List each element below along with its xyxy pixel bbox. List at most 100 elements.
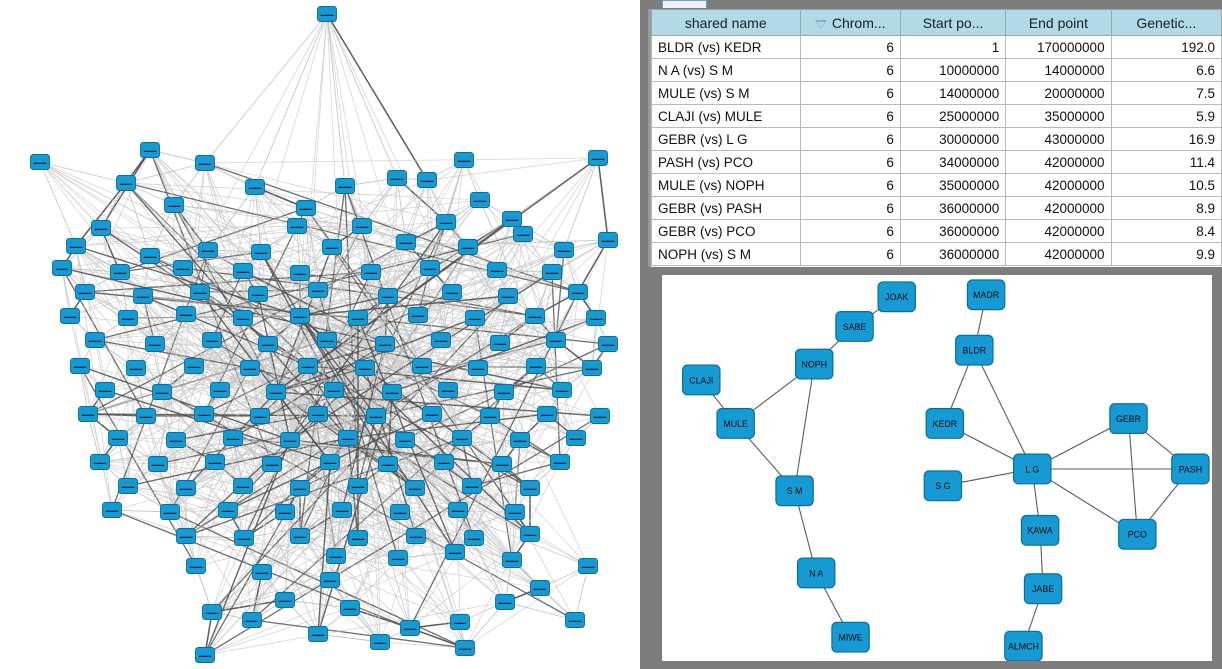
network-edge[interactable] xyxy=(185,487,301,537)
network-node[interactable]: ▬▬▬ xyxy=(290,308,310,324)
network-edge[interactable] xyxy=(157,157,599,465)
sort-descending-icon[interactable] xyxy=(814,19,827,29)
network-node[interactable]: ▬▬▬ xyxy=(565,612,585,628)
network-node[interactable]: ▬▬▬ xyxy=(352,218,372,234)
network-node[interactable]: ▬▬▬ xyxy=(258,336,278,352)
network-edge[interactable] xyxy=(299,535,399,559)
network-edge[interactable] xyxy=(75,199,481,247)
network-edge[interactable] xyxy=(299,315,601,417)
network-edge[interactable] xyxy=(204,317,359,656)
network-node[interactable]: ▬▬▬ xyxy=(348,478,368,494)
network-node[interactable]: ▬▬▬ xyxy=(348,530,368,546)
network-node[interactable]: ▬▬▬ xyxy=(554,242,574,258)
network-node[interactable]: ▬▬▬ xyxy=(266,384,286,400)
main-network-view[interactable]: ▬▬▬ ▬▬▬ ▬▬▬ ▬▬▬ ▬▬▬ ▬▬▬ ▬▬▬ ▬▬▬ ▬▬▬ ▬▬▬ ▬▬▬ ▬▬▬ ▬▬▬ ▬… xyxy=(0,0,648,669)
network-edge[interactable] xyxy=(447,339,557,391)
network-edge[interactable] xyxy=(299,295,389,317)
network-edge[interactable] xyxy=(289,199,481,441)
network-node[interactable]: ▬▬▬ xyxy=(308,626,328,642)
network-edge[interactable] xyxy=(185,365,309,537)
network-edge[interactable] xyxy=(347,271,372,439)
table-tab-handle[interactable] xyxy=(662,0,707,8)
network-node[interactable]: ▬▬▬ xyxy=(480,408,500,424)
network-node[interactable]: ▬▬▬ xyxy=(520,480,540,496)
network-edge[interactable] xyxy=(317,633,381,643)
network-node[interactable]: ▬▬▬ xyxy=(248,286,268,302)
network-node[interactable]: ▬▬▬ xyxy=(490,335,510,351)
network-edge[interactable] xyxy=(794,363,815,491)
network-node[interactable]: ▬▬▬ xyxy=(202,332,222,348)
network-edge[interactable] xyxy=(204,162,411,629)
network-node[interactable]: ▬▬▬ xyxy=(438,382,458,398)
network-node[interactable]: ▬▬▬ xyxy=(60,308,80,324)
network-edge[interactable] xyxy=(299,315,501,344)
network-node[interactable]: ▬▬▬ xyxy=(70,358,90,374)
network-edge[interactable] xyxy=(391,177,398,393)
network-node[interactable]: ▬▬▬ xyxy=(400,620,420,636)
network-edge[interactable] xyxy=(326,13,428,181)
network-node[interactable]: ▬▬▬ xyxy=(133,288,153,304)
network-node-lg[interactable]: L G xyxy=(1013,453,1052,485)
network-edge[interactable] xyxy=(79,365,119,439)
network-edge[interactable] xyxy=(299,246,469,317)
network-edge[interactable] xyxy=(284,599,351,609)
network-edge[interactable] xyxy=(307,343,386,367)
network-node-kedr[interactable]: KEDR xyxy=(925,408,965,439)
network-node[interactable]: ▬▬▬ xyxy=(184,358,204,374)
network-edge[interactable] xyxy=(211,579,331,613)
network-edge[interactable] xyxy=(173,204,476,319)
network-node[interactable]: ▬▬▬ xyxy=(308,282,328,298)
network-edge[interactable] xyxy=(426,157,599,181)
network-node[interactable]: ▬▬▬ xyxy=(140,142,160,158)
network-edge[interactable] xyxy=(175,365,309,441)
network-edge[interactable] xyxy=(307,365,433,415)
network-edge[interactable] xyxy=(375,343,386,417)
network-node[interactable]: ▬▬▬ xyxy=(118,478,138,494)
network-edge[interactable] xyxy=(504,601,576,621)
network-node[interactable]: ▬▬▬ xyxy=(205,454,225,470)
network-edge[interactable] xyxy=(305,207,359,319)
edge-table-panel[interactable]: shared name Chrom... Start po... End poi… xyxy=(648,9,1222,267)
network-node-jabe[interactable]: JABE xyxy=(1023,573,1063,605)
network-edge[interactable] xyxy=(232,437,319,635)
network-edge[interactable] xyxy=(135,295,509,369)
network-node[interactable]: ▬▬▬ xyxy=(317,332,337,348)
network-edge[interactable] xyxy=(117,437,331,463)
network-node[interactable]: ▬▬▬ xyxy=(505,504,525,520)
column-header-shared-name[interactable]: shared name xyxy=(651,9,801,36)
network-edge[interactable] xyxy=(211,509,343,613)
network-edge[interactable] xyxy=(254,13,328,188)
network-edge[interactable] xyxy=(79,365,291,441)
network-edge[interactable] xyxy=(145,415,229,511)
network-node[interactable]: ▬▬▬ xyxy=(30,154,50,170)
network-edge[interactable] xyxy=(349,157,599,609)
network-node[interactable]: ▬▬▬ xyxy=(396,234,416,250)
network-edge[interactable] xyxy=(185,439,291,489)
network-edge[interactable] xyxy=(275,391,286,513)
network-node[interactable]: ▬▬▬ xyxy=(145,336,165,352)
network-node[interactable]: ▬▬▬ xyxy=(370,634,390,650)
network-node[interactable]: ▬▬▬ xyxy=(245,179,265,195)
network-edge[interactable] xyxy=(577,239,609,293)
network-node[interactable]: ▬▬▬ xyxy=(66,238,86,254)
network-node[interactable]: ▬▬▬ xyxy=(317,6,337,22)
network-node[interactable]: ▬▬▬ xyxy=(442,284,462,300)
network-node[interactable]: ▬▬▬ xyxy=(566,430,586,446)
network-edge[interactable] xyxy=(391,391,506,603)
network-edge[interactable] xyxy=(254,186,433,415)
network-node[interactable]: ▬▬▬ xyxy=(152,384,172,400)
network-edge[interactable] xyxy=(563,157,599,251)
network-node[interactable]: ▬▬▬ xyxy=(502,552,522,568)
network-edge[interactable] xyxy=(243,537,381,643)
network-node[interactable]: ▬▬▬ xyxy=(361,264,381,280)
network-edge[interactable] xyxy=(326,13,346,187)
network-node[interactable]: ▬▬▬ xyxy=(382,384,402,400)
network-edge[interactable] xyxy=(384,343,416,489)
network-edge[interactable] xyxy=(260,251,301,317)
network-edge[interactable] xyxy=(243,511,401,539)
network-edge[interactable] xyxy=(333,389,433,415)
network-node[interactable]: ▬▬▬ xyxy=(468,360,488,376)
network-node-joak[interactable]: JOAK xyxy=(877,281,916,313)
table-row[interactable]: PASH (vs) PCO 6 34000000 42000000 11.4 xyxy=(651,150,1222,174)
network-edge[interactable] xyxy=(204,601,506,656)
